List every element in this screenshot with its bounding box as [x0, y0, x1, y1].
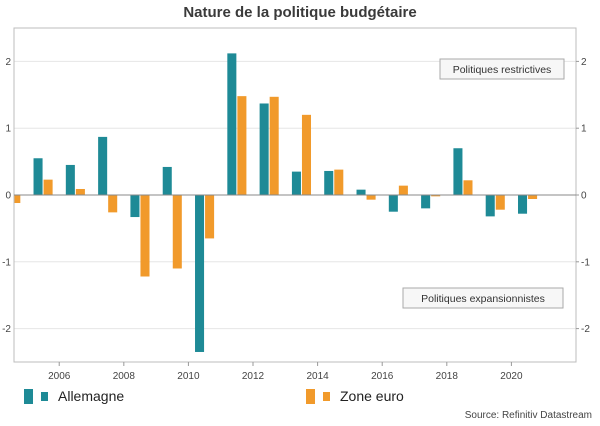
bar-zone-euro: [75, 188, 85, 195]
bar-allemagne: [195, 195, 205, 352]
bar-zone-euro: [495, 195, 505, 210]
bar-zone-euro: [205, 195, 215, 239]
bar-allemagne: [259, 103, 269, 195]
bar-allemagne: [485, 195, 495, 217]
bar-allemagne: [33, 158, 43, 195]
bar-zone-euro: [14, 195, 21, 204]
bar-zone-euro: [431, 195, 441, 197]
y-tick-label-right: 1: [581, 124, 587, 135]
x-tick-label: 2010: [177, 371, 200, 382]
legend-swatch-large-zone-euro: [306, 388, 315, 404]
bar-zone-euro: [237, 96, 247, 195]
bar-zone-euro: [463, 180, 473, 195]
legend-label-zone-euro: Zone euro: [340, 388, 404, 404]
bar-zone-euro: [172, 195, 182, 269]
x-tick-label: 2012: [242, 371, 265, 382]
bar-allemagne: [227, 53, 237, 195]
bar-zone-euro: [301, 114, 312, 195]
y-tick-label-left: 1: [5, 124, 11, 135]
ticks-layer: [58, 60, 579, 366]
legend-item-allemagne: Allemagne: [24, 384, 124, 408]
legend-swatch-small-zone-euro: [323, 391, 330, 401]
bar-zone-euro: [269, 96, 279, 195]
bar-allemagne: [130, 195, 140, 218]
bar-allemagne: [453, 148, 463, 195]
bar-allemagne: [388, 195, 398, 212]
bar-allemagne: [162, 166, 172, 195]
source-note: Source: Refinitiv Datastream: [464, 410, 592, 421]
annotation-box: [402, 287, 564, 309]
y-tick-label-left: -1: [2, 257, 11, 268]
bar-zone-euro: [140, 195, 150, 277]
x-tick-label: 2018: [436, 371, 459, 382]
annotation-text: Politiques restrictives: [453, 64, 552, 76]
annotations-layer: Politiques restrictives Politiques expans…: [402, 58, 565, 309]
bars-layer: [14, 53, 538, 352]
bar-zone-euro: [334, 169, 344, 195]
x-tick-label: 2006: [48, 371, 71, 382]
x-tick-label: 2008: [113, 371, 136, 382]
y-tick-label-left: 2: [5, 57, 11, 68]
labels-layer: -2 -2 -1 -1 0 0 1 1 2 2 2006 2008 2010 2012 2014 2016 20…: [2, 57, 590, 382]
annotation-box: [439, 58, 565, 80]
legend-swatch-large-allemagne: [24, 388, 33, 404]
bar-zone-euro: [43, 179, 53, 195]
bar-allemagne: [324, 170, 334, 195]
x-tick-label: 2016: [371, 371, 394, 382]
bar-allemagne: [291, 171, 301, 195]
annotation-text: Politiques expansionnistes: [421, 293, 545, 305]
bar-zone-euro: [528, 195, 538, 200]
y-tick-label-right: 2: [581, 57, 587, 68]
bar-allemagne: [65, 164, 75, 195]
legend-label-allemagne: Allemagne: [58, 388, 125, 404]
y-tick-label-right: -1: [581, 257, 590, 268]
bar-allemagne: [98, 136, 108, 195]
y-tick-label-right: -2: [581, 324, 590, 335]
x-tick-label: 2014: [306, 371, 329, 382]
bar-allemagne: [518, 195, 528, 214]
bar-allemagne: [421, 195, 431, 209]
chart-title: Nature de la politique budgétaire: [183, 4, 417, 21]
bar-allemagne: [356, 189, 366, 195]
bar-zone-euro: [398, 185, 408, 195]
y-tick-label-right: 0: [581, 191, 587, 202]
x-tick-label: 2020: [500, 371, 523, 382]
legend-swatch-small-allemagne: [41, 391, 48, 401]
bar-zone-euro: [108, 195, 118, 213]
y-tick-label-left: 0: [5, 191, 11, 202]
y-tick-label-left: -2: [2, 324, 11, 335]
bar-zone-euro: [366, 195, 376, 200]
legend-item-zone-euro: Zone euro: [306, 384, 404, 408]
